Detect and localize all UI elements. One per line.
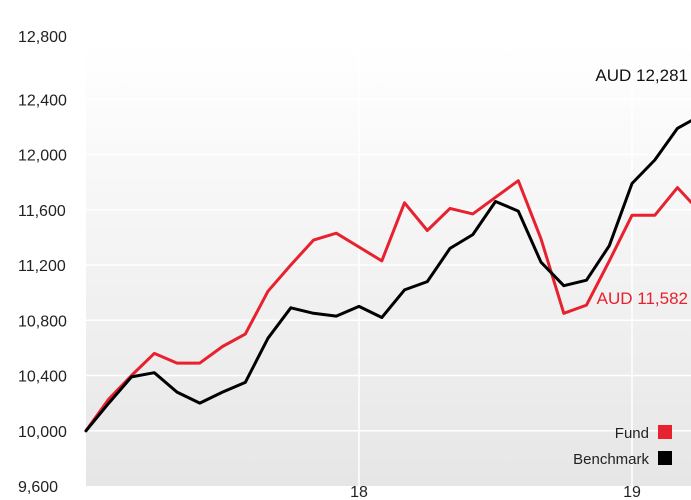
legend-label: Fund: [615, 425, 649, 442]
y-tick-label: 11,200: [18, 258, 66, 275]
legend-label: Benchmark: [573, 451, 649, 468]
y-tick-label: 10,000: [18, 424, 67, 441]
y-tick-label: 10,800: [18, 313, 67, 330]
y-tick-label: 12,000: [18, 148, 67, 165]
series-layer: [84, 119, 691, 433]
axis-labels: 12,800 12,400 12,000 11,600 11,200 10,800 10,4…: [18, 29, 641, 500]
legend-swatch: [658, 425, 672, 439]
y-tick-label: 9,600: [18, 479, 58, 496]
legend: Fund Benchmark: [573, 425, 672, 468]
y-tick-label: 12,800: [18, 29, 67, 46]
end-value-label: AUD 12,281: [595, 66, 688, 85]
end-value-label: AUD 11,582: [597, 289, 688, 308]
y-tick-label: 11,600: [18, 203, 66, 220]
legend-swatch: [658, 451, 672, 465]
x-tick-label: 19: [623, 484, 641, 500]
grid-lines: [86, 44, 691, 486]
y-tick-label: 12,400: [18, 92, 67, 109]
x-tick-label: 18: [350, 484, 368, 500]
end-labels: AUD 11,582 AUD 12,281: [595, 66, 688, 308]
series-line-benchmark: [84, 119, 691, 433]
series-line-fund: [84, 179, 691, 433]
y-tick-label: 10,400: [18, 369, 67, 386]
